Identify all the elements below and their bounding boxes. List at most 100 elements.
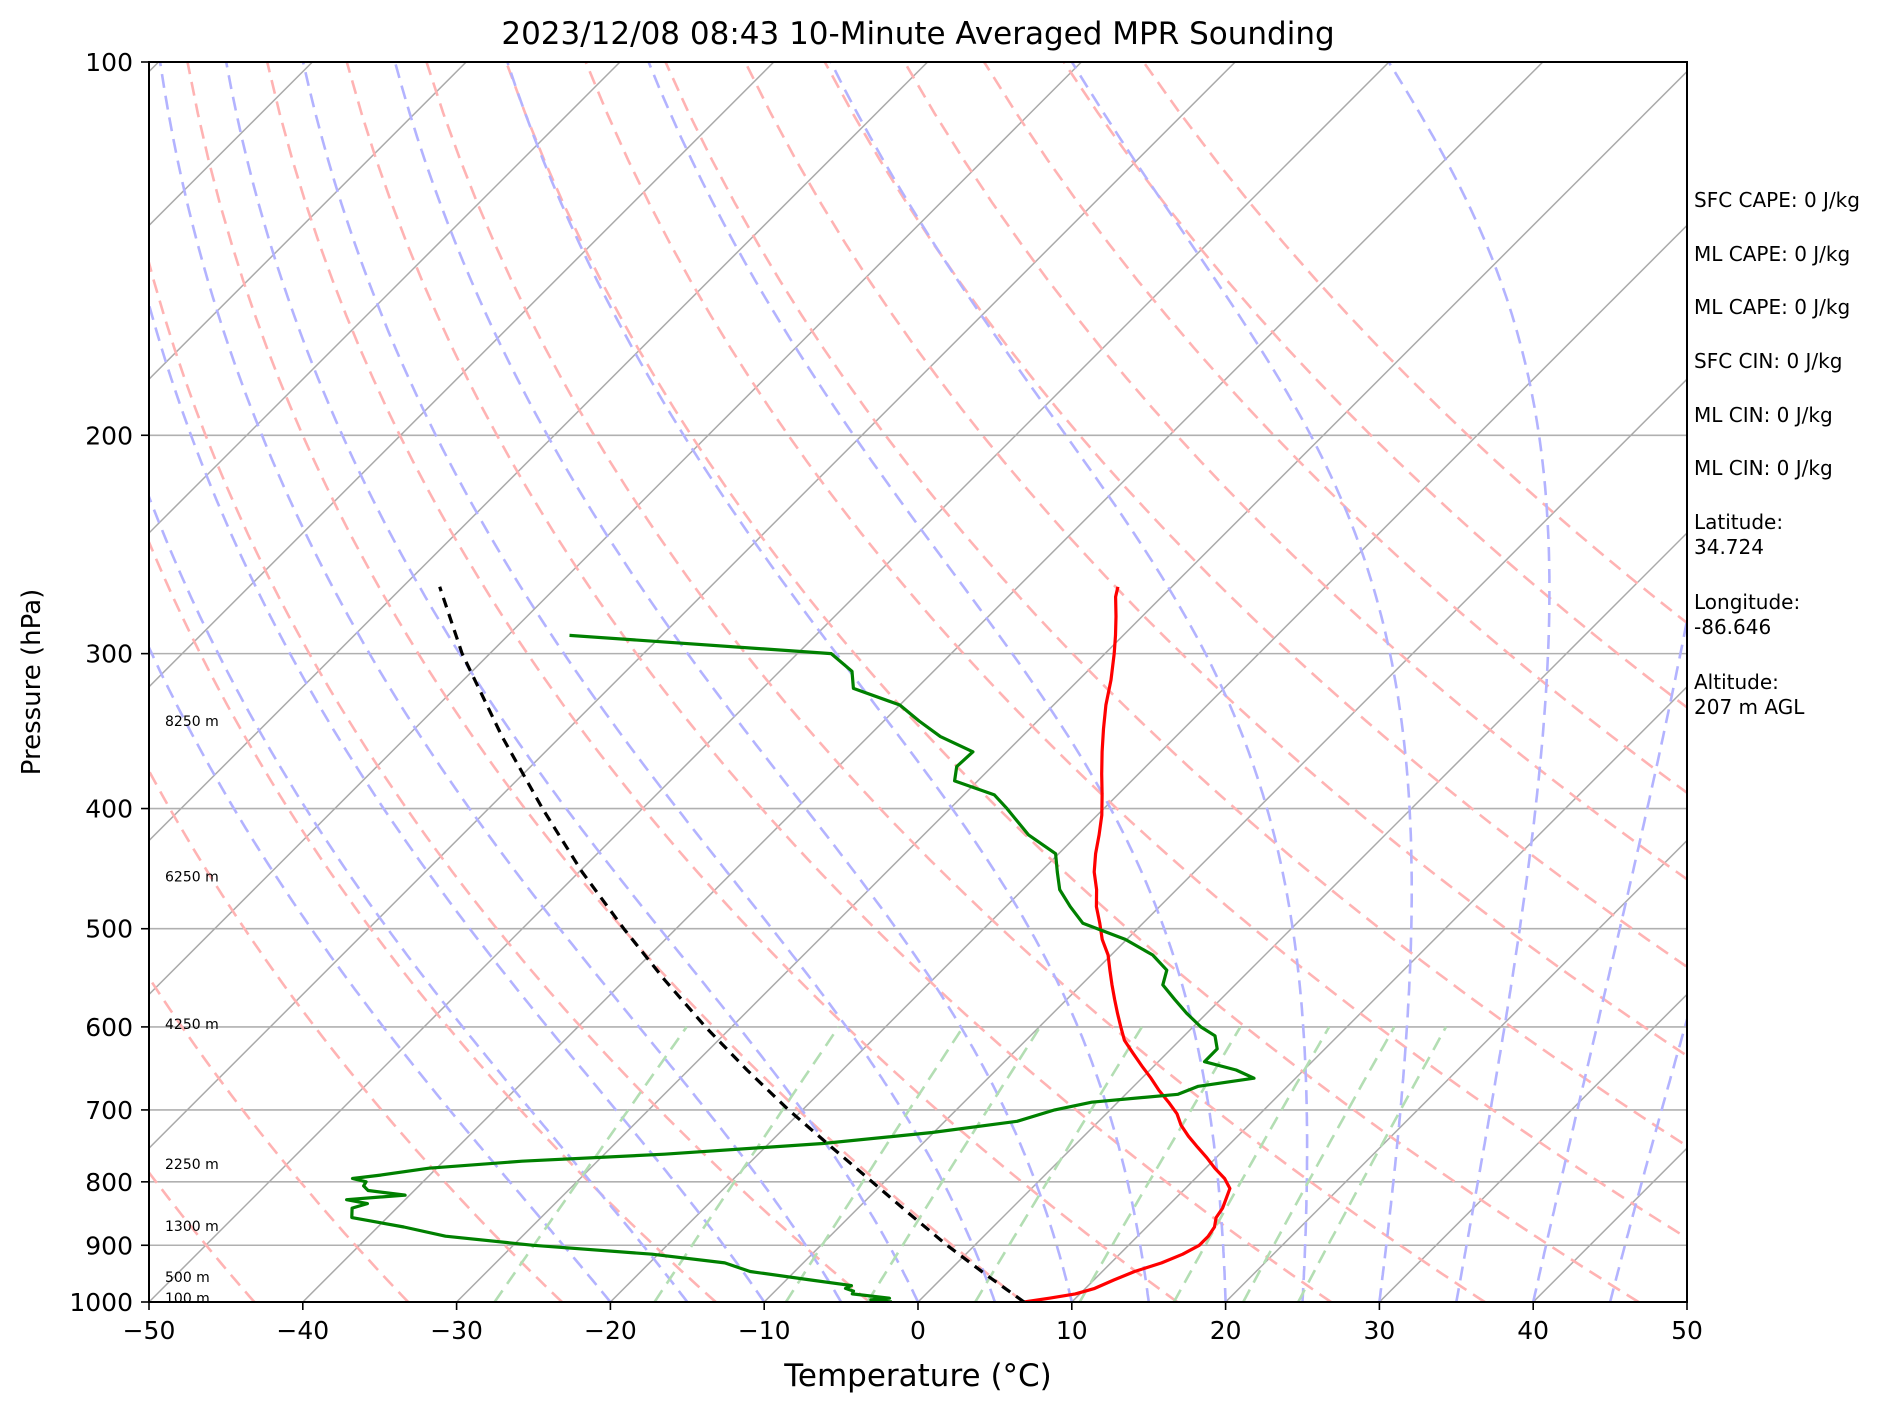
latitude-label: Latitude: 34.724	[1694, 510, 1784, 559]
moist-adiabat-line	[224, 62, 920, 1302]
dry-adiabat-line	[186, 62, 1025, 1302]
y-axis-label: Pressure (hPa)	[17, 589, 47, 776]
ml-cin-label: ML CIN: 0 J/kg	[1694, 403, 1833, 427]
x-tick-label: 10	[1056, 1316, 1088, 1345]
y-tick-label: 1000	[69, 1288, 133, 1317]
mixing-ratio-line	[866, 1026, 1042, 1302]
data-series	[345, 586, 1256, 1302]
x-tick-label: −30	[430, 1316, 483, 1345]
y-tick-label: 900	[85, 1231, 133, 1260]
isotherm-line	[149, 62, 1236, 1150]
mixing-ratio-line	[974, 1026, 1144, 1302]
dry-adiabat-line	[149, 1170, 256, 1302]
moist-adiabat-line	[1070, 62, 1413, 1302]
moist-adiabat-line	[1531, 613, 1687, 1302]
moist-adiabat-line	[829, 62, 1309, 1302]
mixing-ratio-line	[1297, 1026, 1448, 1302]
x-tick-label: 30	[1363, 1316, 1395, 1345]
x-tick-label: −50	[123, 1316, 176, 1345]
y-tick-label: 200	[85, 421, 133, 450]
x-axis: −50 −40 −30 −20 −10 0 10 20 30 40 50	[123, 1302, 1703, 1345]
sfc-cin-label: SFC CIN: 0 J/kg	[1694, 349, 1843, 373]
dry-adiabat-line	[584, 62, 1687, 1240]
y-tick-label: 700	[85, 1096, 133, 1125]
mixing-ratio-line	[493, 1026, 688, 1302]
y-tick-label: 300	[85, 640, 133, 669]
dry-adiabat-line	[823, 62, 1687, 969]
dry-adiabat-line	[345, 62, 1332, 1302]
moist-adiabat-line	[647, 62, 1227, 1302]
x-tick-label: −40	[276, 1316, 329, 1345]
dry-adiabat-line	[425, 62, 1486, 1302]
parcel-path-line	[438, 586, 1026, 1302]
isotherm-line	[456, 70, 1687, 1302]
dry-adiabat-line	[149, 768, 563, 1302]
plot-frame	[148, 61, 1688, 1303]
dry-adiabat-line	[265, 62, 1178, 1302]
moist-adiabat-line	[506, 62, 1150, 1302]
isotherm-line	[0, 62, 5, 1302]
isotherm-line	[1378, 993, 1687, 1302]
ml-cape-label-2: ML CAPE: 0 J/kg	[1694, 295, 1851, 319]
height-label: 100 m	[165, 1291, 210, 1307]
dry-adiabat-line	[982, 62, 1687, 795]
mixing-ratio-line	[1242, 1026, 1396, 1302]
chart-title: 2023/12/08 08:43 10-Minute Averaged MPR …	[501, 16, 1334, 52]
isotherm-line	[149, 62, 621, 535]
isotherm-line	[149, 62, 929, 842]
height-label: 4250 m	[165, 1017, 219, 1033]
height-label: 500 m	[165, 1270, 210, 1286]
moist-adiabat-line	[149, 299, 766, 1302]
y-tick-label: 500	[85, 915, 133, 944]
dewpoint-line	[345, 633, 1256, 1302]
isotherm-line	[1225, 839, 1687, 1302]
y-axis: 1000 900 800 700 600 500 400 300 200 100	[69, 48, 149, 1317]
x-tick-label: 20	[1210, 1316, 1242, 1345]
dry-adiabat-line	[664, 62, 1687, 1148]
dry-adiabat-line	[149, 975, 410, 1302]
moist-adiabat-line	[149, 644, 612, 1302]
y-tick-label: 100	[85, 48, 133, 77]
height-label: 2250 m	[165, 1157, 219, 1173]
x-tick-label: −20	[584, 1316, 637, 1345]
isotherm-line	[1071, 685, 1687, 1302]
sfc-cape-label: SFC CAPE: 0 J/kg	[1694, 188, 1860, 212]
moist-adiabat-line	[301, 62, 997, 1302]
longitude-label: Longitude: -86.646	[1694, 590, 1801, 639]
moist-adiabat-line	[393, 62, 1074, 1302]
isotherm-line	[149, 62, 775, 688]
altitude-label: Altitude: 207 m AGL	[1694, 670, 1805, 719]
moist-adiabat-line	[1608, 1014, 1687, 1302]
height-label: 8250 m	[165, 714, 219, 730]
dry-adiabat-line	[149, 257, 871, 1302]
dry-adiabat-line	[744, 62, 1687, 1058]
isotherm-line	[917, 531, 1687, 1302]
dry-adiabat-line	[1062, 62, 1687, 710]
dry-adiabat-line	[903, 62, 1687, 881]
mixing-ratio-line	[784, 1026, 965, 1302]
y-tick-label: 400	[85, 795, 133, 824]
height-label: 6250 m	[165, 870, 219, 886]
height-labels: 8250 m 6250 m 4250 m 2250 m 1300 m 500 m 100 m	[165, 714, 219, 1307]
height-label: 1300 m	[165, 1219, 219, 1235]
x-axis-label: Temperature (°C)	[783, 1358, 1052, 1394]
y-tick-label: 600	[85, 1013, 133, 1042]
isotherm-line	[149, 62, 1082, 996]
y-tick-label: 800	[85, 1168, 133, 1197]
moist-adiabat-line	[149, 493, 689, 1302]
mixing-ratio-line	[653, 1026, 840, 1302]
ml-cin-label-2: ML CIN: 0 J/kg	[1694, 456, 1833, 480]
x-tick-label: 50	[1671, 1316, 1703, 1345]
x-tick-label: 0	[910, 1316, 926, 1345]
background-lines	[0, 62, 1687, 1302]
isotherm-line	[763, 378, 1687, 1302]
dry-adiabat-line	[504, 62, 1640, 1302]
isotherm-line	[302, 62, 1544, 1302]
moist-adiabat-line	[1387, 62, 1551, 1302]
temperature-line	[1023, 586, 1232, 1302]
x-tick-label: 40	[1517, 1316, 1549, 1345]
dry-adiabat-line	[149, 538, 717, 1302]
moist-adiabat-line	[158, 62, 843, 1302]
isotherm-line	[149, 62, 467, 381]
